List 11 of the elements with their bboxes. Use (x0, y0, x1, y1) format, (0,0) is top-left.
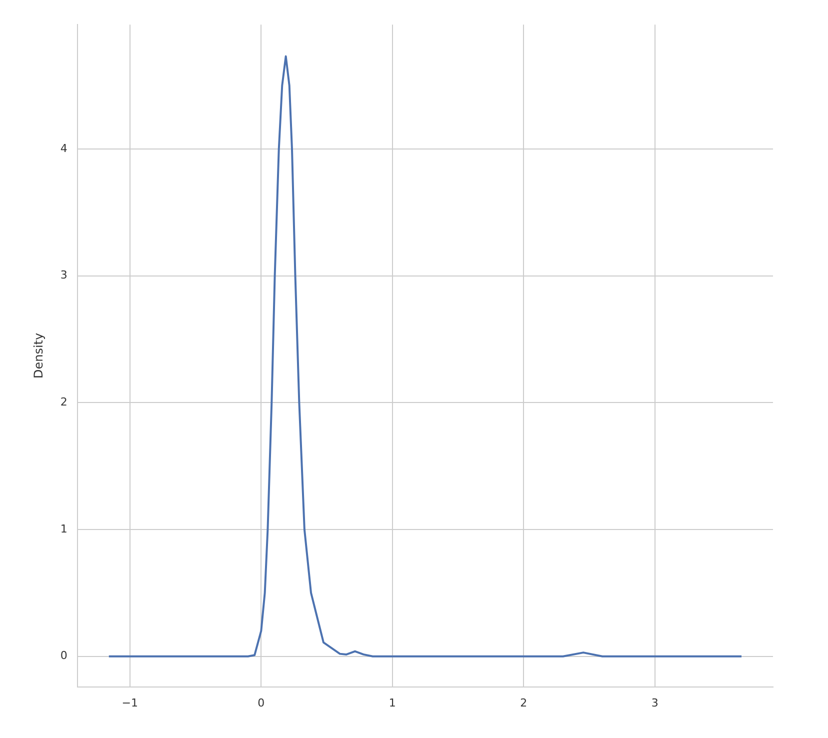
y-tick-label: 4 (60, 142, 68, 155)
y-tick-label: 1 (60, 522, 68, 536)
y-tick-label: 0 (60, 649, 68, 662)
y-tick-label: 3 (60, 268, 68, 282)
y-axis-title: Density (31, 332, 46, 379)
x-tick-label: −1 (122, 696, 138, 710)
y-tick-label: 2 (60, 395, 68, 408)
x-tick-label: 2 (520, 696, 528, 710)
x-tick-label: 0 (258, 696, 265, 710)
x-tick-label: 3 (651, 696, 658, 710)
x-tick-label: 1 (388, 696, 396, 710)
